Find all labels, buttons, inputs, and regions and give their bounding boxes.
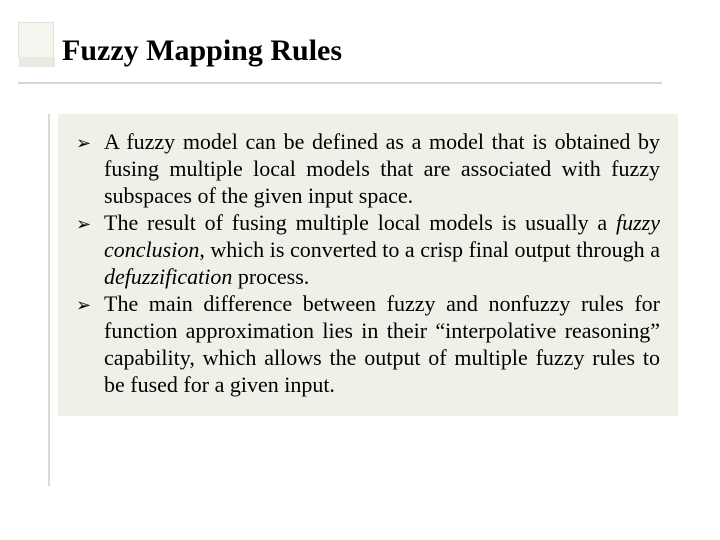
bullet-marker: ➢ [76,128,104,157]
list-item-text: The main difference between fuzzy and no… [104,290,660,398]
body-side-line [48,114,50,486]
text-run: A fuzzy model can be defined as a model … [104,129,660,208]
list-item-text: The result of fusing multiple local mode… [104,209,660,290]
slide-title: Fuzzy Mapping Rules [62,34,342,68]
list-item: ➢A fuzzy model can be defined as a model… [76,128,660,209]
title-underline [18,82,662,84]
slide: Fuzzy Mapping Rules ➢A fuzzy model can b… [0,0,720,540]
text-run: The main difference between fuzzy and no… [104,291,660,397]
body-content: ➢A fuzzy model can be defined as a model… [58,114,678,416]
list-item: ➢The result of fusing multiple local mod… [76,209,660,290]
list-item-text: A fuzzy model can be defined as a model … [104,128,660,209]
list-item: ➢The main difference between fuzzy and n… [76,290,660,398]
title-ornament [18,22,54,58]
bullet-marker: ➢ [76,209,104,238]
text-run: process. [232,264,309,289]
bullet-marker: ➢ [76,290,104,319]
italic-text: defuzzification [104,264,232,289]
text-run: , which is converted to a crisp final ou… [199,237,660,262]
text-run: The result of fusing multiple local mode… [104,210,616,235]
